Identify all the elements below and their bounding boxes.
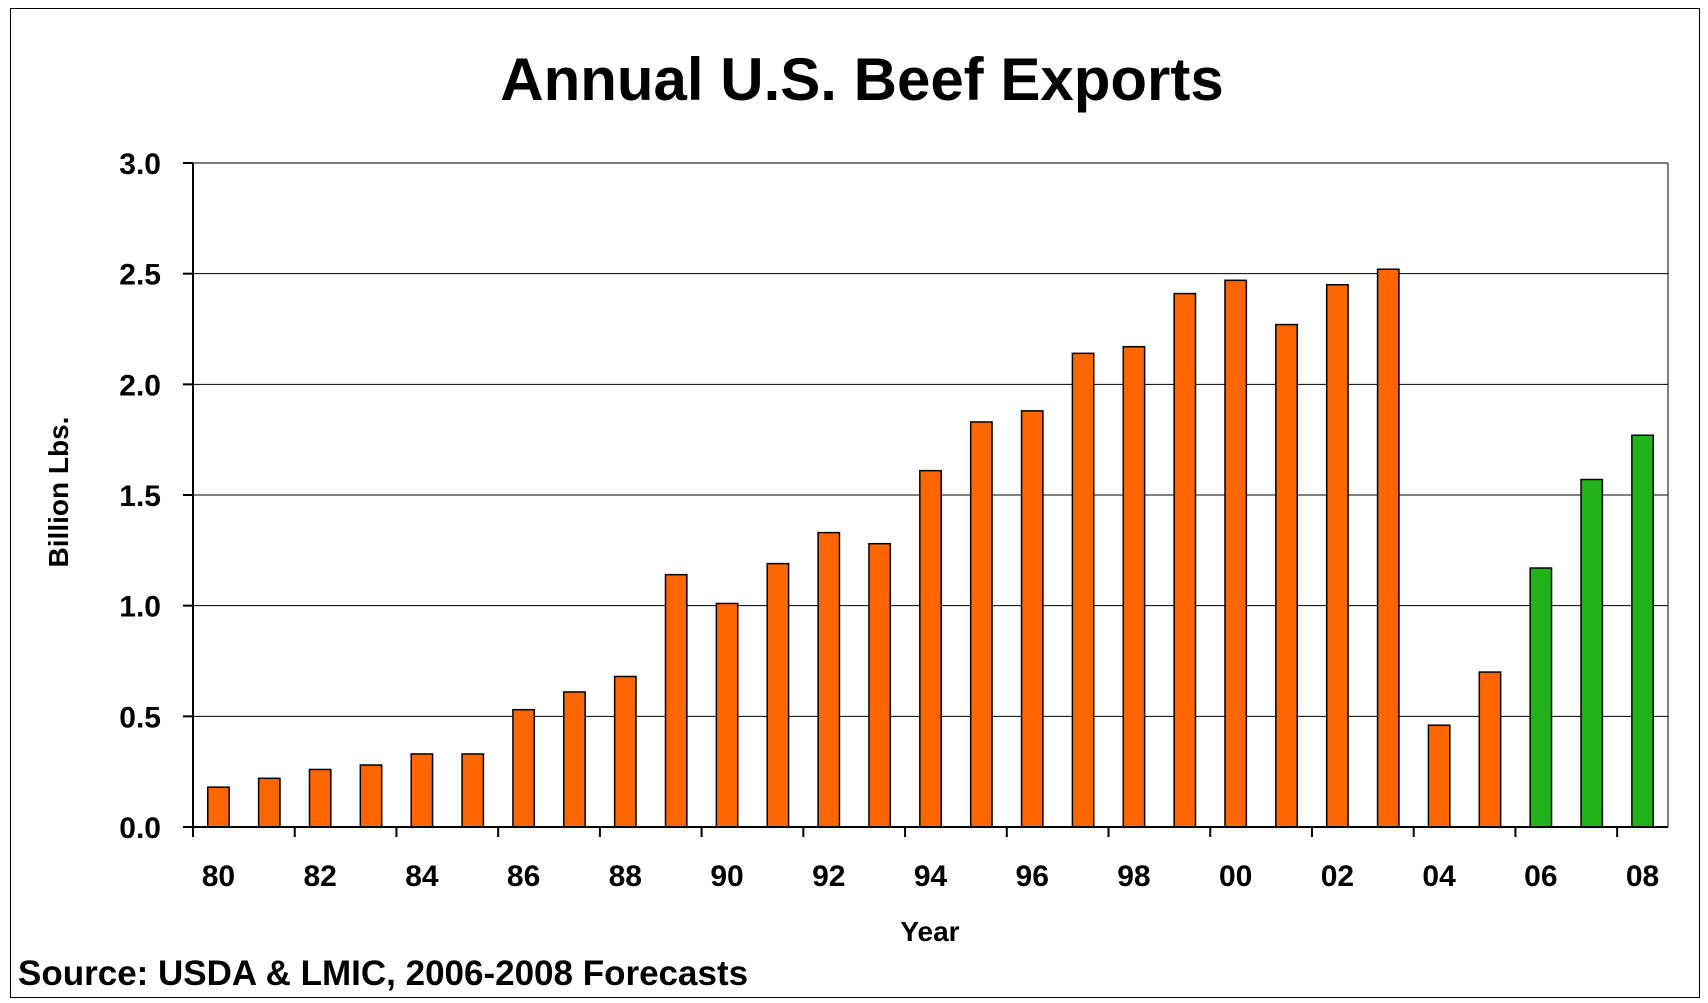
bars (207, 268, 1655, 828)
x-tick-label: 98 (1117, 860, 1150, 893)
bar-98 (1122, 345, 1146, 828)
x-tick-label: 96 (1016, 860, 1049, 893)
x-tick-label: 94 (914, 860, 948, 893)
bar-99 (1173, 292, 1197, 828)
x-tick-label: 80 (202, 860, 235, 893)
bar-89 (664, 573, 688, 828)
x-tick-label: 06 (1524, 860, 1557, 893)
x-tick-label: 84 (405, 860, 439, 893)
bar-88 (613, 675, 637, 828)
chart-title: Annual U.S. Beef Exports (500, 46, 1223, 113)
bar-90 (715, 602, 739, 828)
x-tick-label: 88 (609, 860, 642, 893)
bar-86 (512, 708, 536, 828)
bar-81 (257, 777, 281, 828)
bar-03 (1376, 268, 1400, 828)
x-tick-label: 08 (1626, 860, 1659, 893)
source-note: Source: USDA & LMIC, 2006-2008 Forecasts (18, 954, 748, 993)
y-tick-labels: 0.0 0.5 1.0 1.5 2.0 2.5 3.0 (119, 148, 161, 845)
bar-84 (410, 753, 434, 828)
bar-82 (308, 768, 332, 828)
bar-83 (359, 764, 383, 828)
bar-94 (919, 469, 942, 828)
bar-06 (1529, 567, 1553, 828)
x-axis-label: Year (900, 916, 959, 947)
y-tick-label: 0.0 (119, 812, 161, 845)
x-tick-labels: 80 82 84 86 88 90 92 94 96 98 00 02 04 06 08 (202, 860, 1660, 893)
y-tick-label: 2.5 (119, 259, 161, 292)
y-tick-label: 2.0 (119, 369, 161, 402)
y-tick-label: 1.0 (119, 591, 161, 624)
x-tick-label: 02 (1321, 860, 1354, 893)
x-tick-label: 04 (1422, 860, 1456, 893)
x-tick-label: 82 (303, 860, 336, 893)
bar-95 (969, 421, 993, 828)
bar-02 (1325, 283, 1349, 828)
bar-04 (1427, 724, 1451, 828)
x-tick-label: 86 (507, 860, 540, 893)
chart-frame (10, 8, 1700, 998)
bar-96 (1020, 410, 1044, 828)
bar-91 (766, 562, 790, 828)
y-tick-label: 3.0 (119, 148, 161, 181)
bar-08 (1631, 434, 1655, 828)
bar-93 (868, 542, 892, 828)
bar-07 (1580, 478, 1604, 828)
y-tick-label: 1.5 (119, 480, 161, 513)
bar-87 (563, 691, 586, 828)
bar-01 (1275, 323, 1298, 828)
bar-97 (1071, 352, 1095, 828)
y-axis-label: Billion Lbs. (43, 417, 74, 568)
bar-05 (1478, 671, 1502, 828)
x-tick-label: 90 (710, 860, 743, 893)
y-tick-label: 0.5 (119, 701, 161, 734)
bar-00 (1224, 279, 1248, 828)
bar-85 (461, 753, 485, 828)
bar-92 (817, 531, 841, 828)
bar-80 (207, 786, 230, 828)
axes (183, 162, 1669, 837)
x-tick-label: 00 (1219, 860, 1252, 893)
x-tick-label: 92 (812, 860, 845, 893)
